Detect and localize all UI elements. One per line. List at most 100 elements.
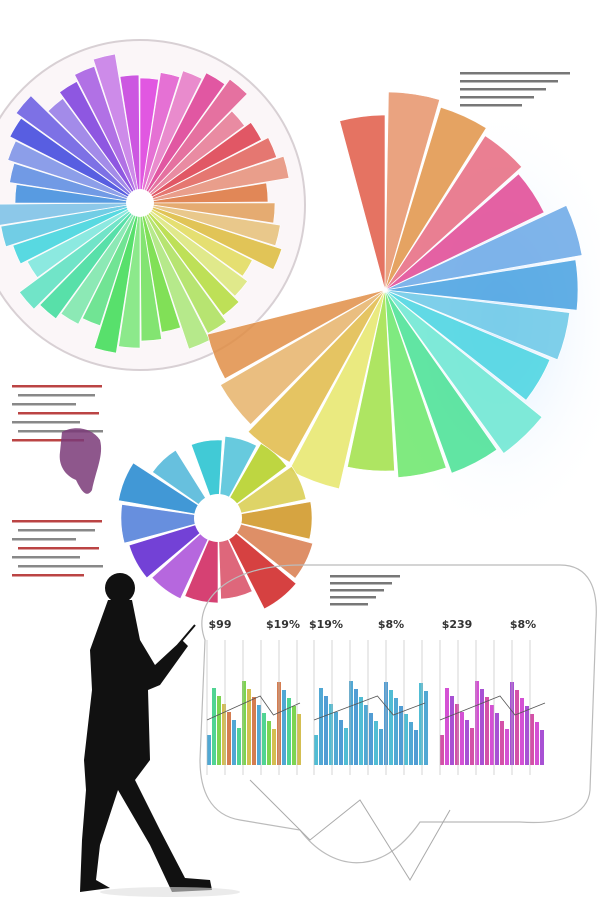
text-line (12, 556, 80, 559)
wedge (385, 291, 498, 474)
bar (450, 696, 454, 765)
body (80, 600, 212, 892)
wedge (386, 259, 579, 311)
bar (319, 688, 323, 765)
map-blob (59, 428, 102, 494)
bar (329, 704, 333, 765)
text-line (18, 529, 95, 532)
bar (399, 706, 403, 765)
bar (227, 712, 231, 765)
bar (485, 697, 489, 765)
chart-label: $8% (378, 618, 404, 631)
bar (354, 689, 358, 765)
bar (414, 730, 418, 765)
bar (297, 714, 301, 765)
bar (389, 690, 393, 765)
bar-charts (206, 640, 546, 775)
bar (460, 712, 464, 765)
text-line (12, 520, 102, 523)
text-line (330, 582, 392, 585)
bar (247, 689, 251, 765)
wedge (385, 135, 523, 290)
shadow (100, 887, 240, 897)
bar (530, 714, 534, 765)
chart-labels: $99 $19% $19% $8% $239 $8% (209, 618, 537, 631)
bar (465, 720, 469, 765)
text-line (12, 439, 84, 442)
silhouette (80, 573, 212, 892)
text-line (460, 96, 534, 99)
bar (495, 713, 499, 765)
bar (232, 720, 236, 765)
bar (525, 706, 529, 765)
wedge (207, 290, 384, 380)
text-line (18, 430, 103, 433)
bar (369, 713, 373, 765)
bar (324, 696, 328, 765)
chart-label: $19% (309, 618, 343, 631)
text-line (460, 80, 558, 83)
text-line (460, 88, 546, 91)
bar (470, 728, 474, 765)
text-line (12, 385, 102, 388)
bar (394, 698, 398, 765)
text-blocks (12, 72, 570, 606)
bar (212, 688, 216, 765)
bar (207, 735, 211, 765)
text-line (18, 412, 99, 415)
text-line (12, 538, 76, 541)
bar (217, 696, 221, 765)
bar (314, 735, 318, 765)
bar (440, 735, 444, 765)
wheel-hub (126, 189, 154, 217)
chart-label: $99 (209, 618, 232, 631)
bar (364, 705, 368, 765)
bubble-lines (249, 779, 451, 881)
bar (242, 681, 246, 765)
bar (267, 721, 271, 765)
chart-label: $19% (266, 618, 300, 631)
bar (490, 705, 494, 765)
bar (409, 722, 413, 765)
trend (439, 695, 546, 721)
bar (344, 728, 348, 765)
chart-label: $239 (442, 618, 473, 631)
bar (359, 697, 363, 765)
bar (252, 697, 256, 765)
bar (292, 706, 296, 765)
bar (404, 714, 408, 765)
trend (206, 695, 301, 721)
wedge (386, 173, 545, 290)
bar (334, 712, 338, 765)
wedge (386, 205, 583, 291)
bar (282, 690, 286, 765)
wedge (347, 291, 395, 472)
bar (515, 690, 519, 765)
bar (475, 681, 479, 765)
text-line (18, 394, 95, 397)
wedge (385, 290, 543, 454)
text-line (12, 403, 76, 406)
bar (349, 681, 353, 765)
pointer (177, 624, 196, 646)
bar (257, 705, 261, 765)
bar (445, 688, 449, 765)
color-wheel (0, 53, 290, 354)
trend (313, 695, 426, 721)
text-line (460, 104, 522, 107)
text-line (460, 72, 570, 75)
bar (374, 721, 378, 765)
text-line (330, 589, 384, 592)
speech-bubble (199, 564, 597, 864)
text-line (18, 565, 103, 568)
bar (540, 730, 544, 765)
wedge (247, 290, 385, 463)
bar (520, 698, 524, 765)
donut-hole (194, 494, 242, 542)
bar (237, 728, 241, 765)
text-line (330, 575, 400, 578)
wedge (386, 290, 551, 401)
wedge (384, 91, 440, 289)
text-line (330, 596, 376, 599)
